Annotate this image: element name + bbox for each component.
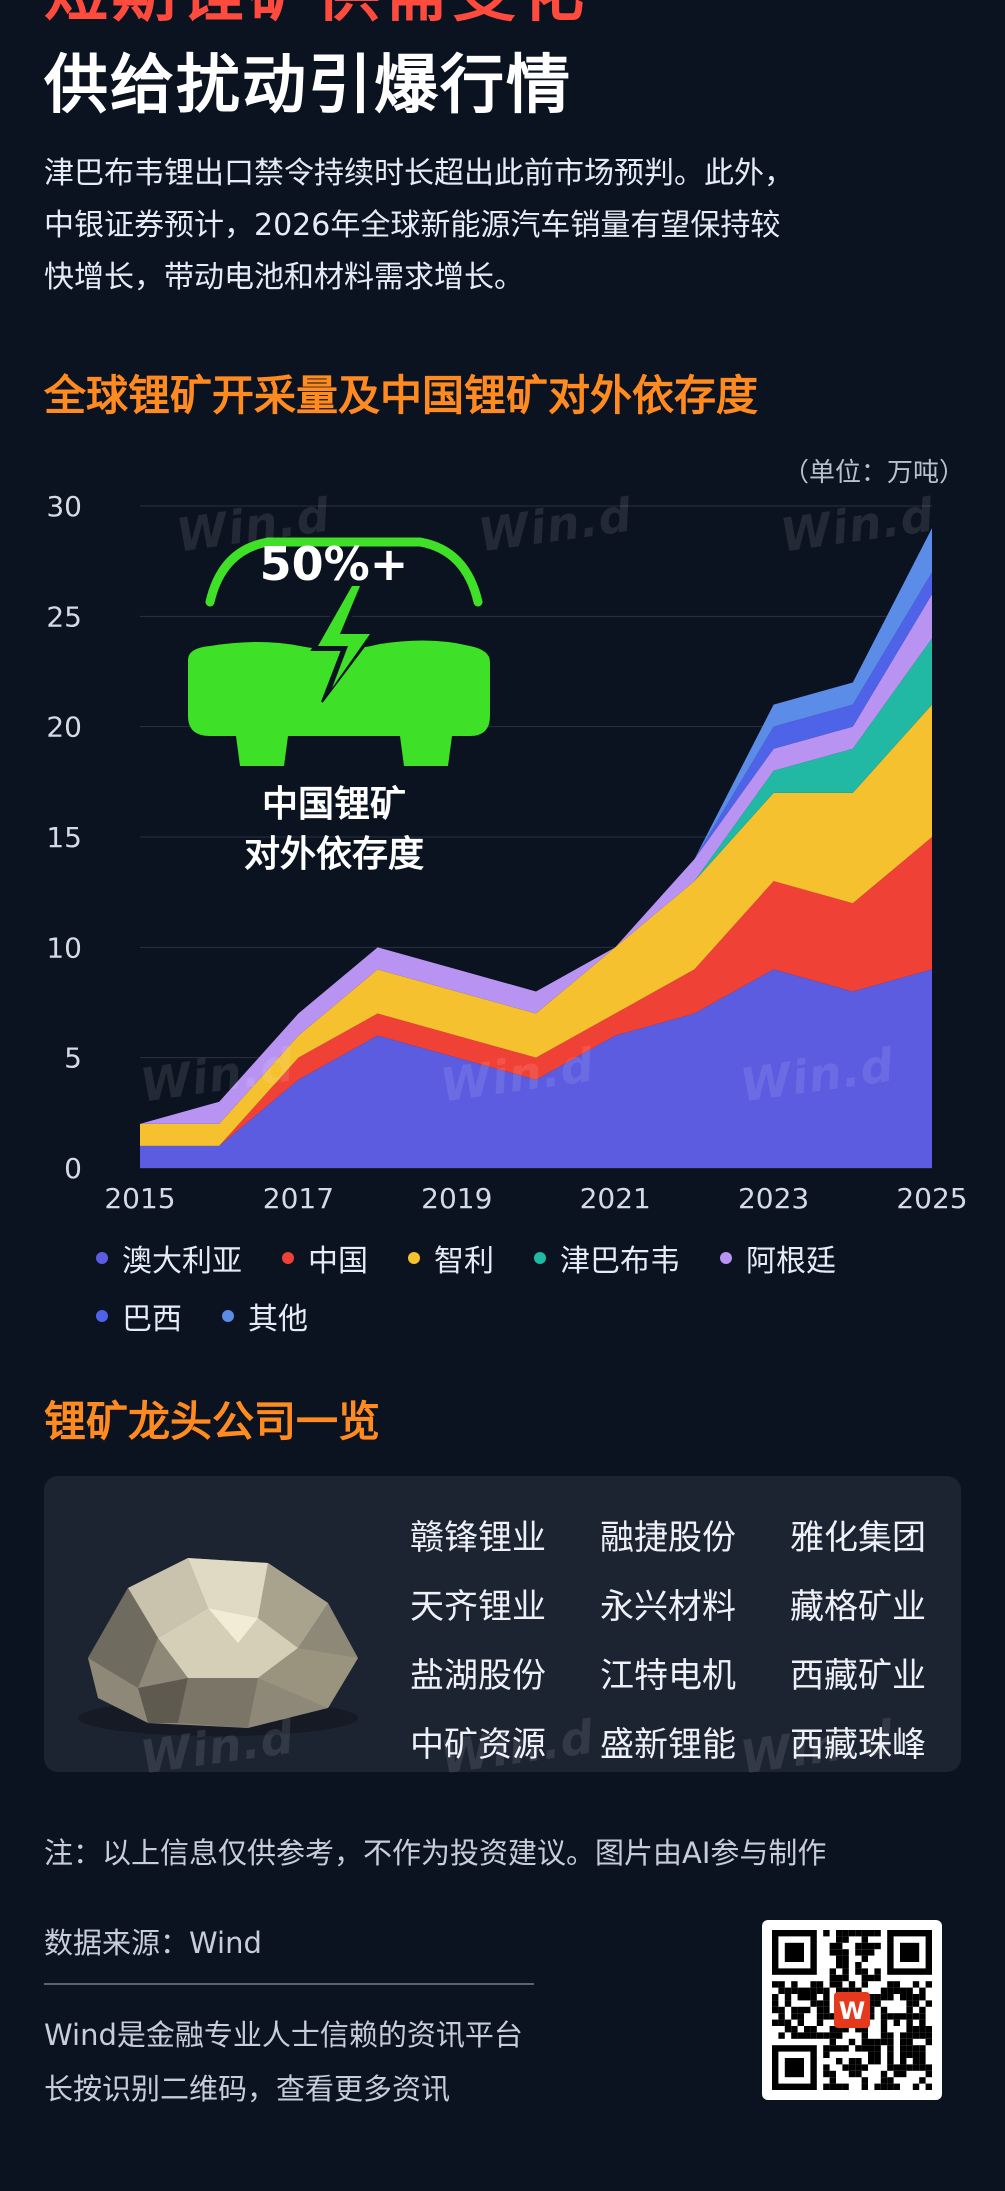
legend-label: 巴西 [122, 1302, 182, 1337]
legend-item: 澳大利亚 [96, 1236, 242, 1280]
x-tick-label: 2023 [738, 1182, 809, 1215]
y-tick-label: 0 [64, 1152, 82, 1185]
footer-divider [44, 1983, 534, 1985]
badge-value: 50%+ [260, 537, 409, 591]
lithium-ore-image [78, 1558, 358, 1736]
page-headline: 供给扰动引爆行情 [44, 49, 572, 123]
y-tick-label: 20 [46, 711, 82, 744]
lead-line: 中银证券预计，2026年全球新能源汽车销量有望保持较 [44, 208, 781, 243]
disclaimer: 注：以上信息仅供参考，不作为投资建议。图片由AI参与制作 [44, 1836, 827, 1870]
wind-logo-icon [834, 1992, 870, 2028]
dependency-badge: 50%+ 中国锂矿 对外依存度 [188, 537, 490, 875]
x-tick-label: 2025 [896, 1182, 967, 1215]
legend-item: 津巴布韦 [534, 1236, 680, 1280]
series-area-阿根廷 [140, 594, 932, 1124]
legend-item: 智利 [408, 1236, 494, 1280]
data-source: 数据来源：Wind [44, 1926, 262, 1960]
y-tick-label: 15 [46, 821, 82, 854]
y-tick-label: 30 [46, 490, 82, 523]
top-cut-title: 短期锂矿供需变化 [44, 0, 588, 34]
y-tick-label: 5 [64, 1042, 82, 1075]
footer-qr-hint: 长按识别二维码，查看更多资讯 [44, 2072, 451, 2106]
y-tick-label: 10 [46, 931, 82, 964]
company-name: 中矿资源 [410, 1725, 546, 1765]
x-tick-label: 2017 [263, 1182, 334, 1215]
legend-dot-icon [96, 1252, 108, 1264]
legend-item: 其他 [222, 1294, 308, 1338]
legend-item: 中国 [282, 1236, 368, 1280]
company-name: 赣锋锂业 [410, 1518, 546, 1558]
company-name: 江特电机 [600, 1656, 736, 1696]
legend-label: 中国 [308, 1244, 368, 1279]
company-name: 西藏珠峰 [790, 1725, 926, 1765]
company-name: 盛新锂能 [600, 1725, 736, 1765]
qr-code[interactable]: W [762, 1920, 942, 2100]
legend-label: 阿根廷 [746, 1244, 836, 1279]
legend-dot-icon [222, 1310, 234, 1322]
company-name: 藏格矿业 [790, 1587, 926, 1627]
company-name: 西藏矿业 [790, 1656, 926, 1696]
legend-dot-icon [720, 1252, 732, 1264]
legend-label: 津巴布韦 [560, 1244, 680, 1279]
legend-label: 其他 [248, 1302, 308, 1337]
legend-dot-icon [96, 1310, 108, 1322]
company-grid: 赣锋锂业 融捷股份 雅化集团天齐锂业 永兴材料 藏格矿业盐湖股份 江特电机 西藏矿业中矿资源… [410, 1510, 980, 1766]
chart-unit: （单位：万吨） [782, 458, 965, 488]
legend-label: 澳大利亚 [122, 1244, 242, 1279]
company-name: 融捷股份 [600, 1518, 736, 1558]
qr-logo-letter: W [839, 1997, 865, 2025]
lead-line: 快增长，带动电池和材料需求增长。 [44, 260, 524, 295]
x-tick-label: 2015 [104, 1182, 175, 1215]
x-tick-label: 2019 [421, 1182, 492, 1215]
company-name: 雅化集团 [790, 1518, 926, 1558]
car-outline-icon [205, 537, 483, 607]
series-area-智利 [140, 704, 932, 1146]
legend-label: 智利 [434, 1244, 494, 1279]
companies-title: 锂矿龙头公司一览 [44, 1397, 381, 1446]
footer-tagline: Wind是金融专业人士信赖的资讯平台 [44, 2018, 523, 2052]
lead-line: 津巴布韦锂出口禁令持续时长超出此前市场预判。此外， [44, 156, 794, 191]
companies-card: 赣锋锂业 融捷股份 雅化集团天齐锂业 永兴材料 藏格矿业盐湖股份 江特电机 西藏矿业中矿资源… [44, 1476, 961, 1772]
company-name: 盐湖股份 [410, 1656, 546, 1696]
badge-label-line1: 中国锂矿 [262, 784, 406, 825]
x-tick-label: 2021 [580, 1182, 651, 1215]
y-tick-label: 25 [46, 600, 82, 633]
badge-label-line2: 对外依存度 [244, 834, 424, 875]
legend-item: 阿根廷 [720, 1236, 836, 1280]
company-name: 天齐锂业 [410, 1587, 546, 1627]
battery-fill-icon [188, 640, 490, 766]
chart-legend: 澳大利亚 中国 智利 津巴布韦 阿根廷巴西 其他 [96, 1236, 976, 1338]
series-area-澳大利亚 [140, 969, 932, 1168]
legend-dot-icon [282, 1252, 294, 1264]
chart-title: 全球锂矿开采量及中国锂矿对外依存度 [44, 371, 759, 420]
legend-dot-icon [408, 1252, 420, 1264]
lead-paragraph: 津巴布韦锂出口禁令持续时长超出此前市场预判。此外， 中银证券预计，2026年全球… [44, 148, 974, 304]
legend-dot-icon [534, 1252, 546, 1264]
company-name: 永兴材料 [600, 1587, 736, 1627]
legend-item: 巴西 [96, 1294, 182, 1338]
